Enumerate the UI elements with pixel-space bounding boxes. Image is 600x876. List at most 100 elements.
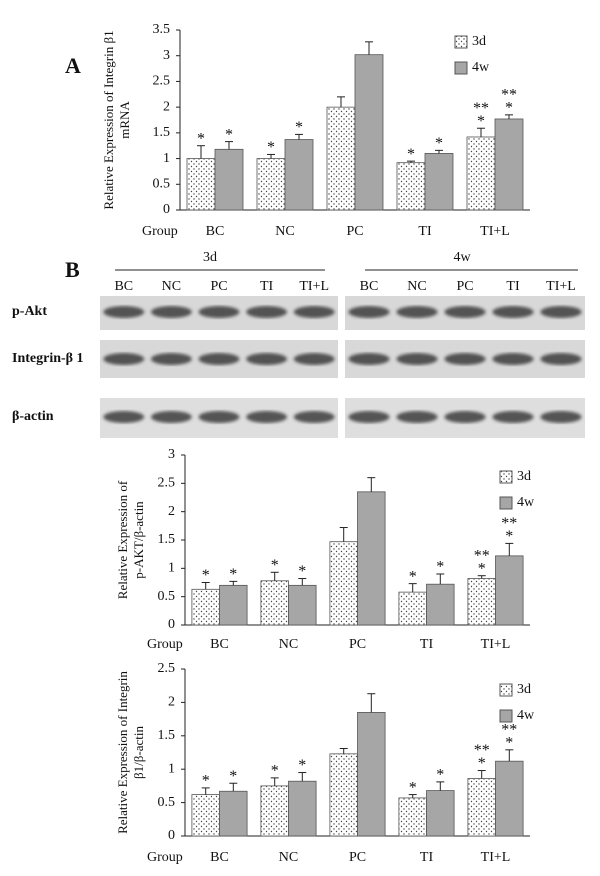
legend-swatch — [499, 709, 513, 723]
y-tick-label: 1 — [163, 151, 170, 166]
y-tick-label: 3.5 — [153, 22, 171, 37]
blot-band — [246, 353, 288, 365]
y-tick-label: 0.5 — [158, 795, 176, 810]
x-tick-label: TI — [420, 850, 434, 865]
blot-band — [150, 411, 192, 423]
bar — [357, 712, 386, 837]
y-tick-label: 0 — [163, 202, 170, 217]
blot-lane: BC — [114, 279, 133, 294]
x-tick-label: TI — [420, 637, 434, 652]
bar — [396, 162, 426, 211]
panel-label: A — [65, 53, 81, 78]
blot-lane: NC — [162, 279, 181, 294]
blot-band — [198, 411, 240, 423]
significance: * — [505, 100, 513, 117]
x-axis-label: Group — [147, 637, 183, 652]
y-tick-label: 0.5 — [158, 589, 176, 604]
bar — [329, 753, 358, 837]
legend-swatch — [499, 470, 513, 484]
blot-row-label: p-Akt — [12, 304, 47, 319]
significance: ** — [501, 515, 517, 532]
blot-band — [540, 306, 582, 318]
legend-swatch — [454, 35, 468, 49]
significance: * — [409, 568, 417, 585]
significance: ** — [474, 547, 490, 564]
blot-band — [293, 411, 335, 423]
blot-band — [540, 353, 582, 365]
bar — [329, 541, 358, 626]
bar — [466, 136, 496, 211]
y-tick-label: 2.5 — [153, 74, 171, 89]
x-tick-label: PC — [349, 850, 366, 865]
significance: * — [435, 135, 443, 152]
y-tick-label: 1.5 — [158, 532, 176, 547]
blot-lane: TI+L — [546, 279, 576, 294]
blot-lane: PC — [456, 279, 473, 294]
y-tick-label: 1.5 — [158, 728, 176, 743]
bar — [357, 491, 386, 626]
legend-label: 4w — [517, 708, 535, 723]
blot-band — [444, 411, 486, 423]
significance: * — [298, 563, 306, 580]
y-tick-label: 0.5 — [153, 177, 171, 192]
x-axis-label: Group — [147, 850, 183, 865]
panel-label: B — [65, 257, 80, 282]
bar — [214, 148, 244, 211]
blot-band — [492, 353, 534, 365]
legend-label: 3d — [517, 469, 531, 484]
significance: * — [295, 119, 303, 136]
blot-band — [150, 353, 192, 365]
x-tick-label: NC — [279, 850, 298, 865]
bar — [256, 158, 286, 211]
blot-lane: PC — [210, 279, 227, 294]
significance: ** — [474, 742, 490, 759]
bar — [191, 588, 220, 626]
bar — [260, 785, 289, 837]
legend-label: 3d — [472, 34, 486, 49]
bar — [186, 158, 216, 211]
significance: * — [202, 773, 210, 790]
blot-band — [103, 411, 145, 423]
y-axis-label: p-AKT/β-actin — [131, 501, 146, 579]
bar — [219, 790, 248, 837]
significance: * — [267, 139, 275, 156]
y-tick-label: 0 — [168, 617, 175, 632]
blot-band — [348, 353, 390, 365]
x-tick-label: TI+L — [480, 224, 510, 239]
significance: * — [225, 126, 233, 143]
blot-band — [198, 353, 240, 365]
bar — [467, 578, 496, 626]
legend-swatch — [499, 496, 513, 510]
y-axis-label: mRNA — [117, 101, 132, 139]
blot-band — [246, 306, 288, 318]
x-axis-label: Group — [142, 224, 178, 239]
blot-band — [246, 411, 288, 423]
x-tick-label: NC — [275, 224, 294, 239]
significance: * — [197, 130, 205, 147]
y-tick-label: 2.5 — [158, 476, 176, 491]
blot-lane: TI — [506, 279, 520, 294]
significance: ** — [501, 87, 517, 104]
blot-band — [103, 353, 145, 365]
blot-band — [198, 306, 240, 318]
legend-label: 4w — [472, 60, 490, 75]
y-tick-label: 2 — [168, 695, 175, 710]
bar — [495, 555, 524, 626]
x-tick-label: TI+L — [481, 637, 511, 652]
x-tick-label: BC — [210, 637, 229, 652]
blot-group: 3d — [203, 250, 217, 265]
significance: * — [407, 146, 415, 163]
blot-band — [492, 411, 534, 423]
legend-swatch — [499, 683, 513, 697]
bar — [288, 780, 317, 837]
blot-band — [540, 411, 582, 423]
significance: * — [436, 767, 444, 784]
significance: * — [436, 559, 444, 576]
x-tick-label: TI — [418, 224, 432, 239]
y-tick-label: 1 — [168, 561, 175, 576]
significance: * — [409, 779, 417, 796]
y-axis-label: Relative Expression of Integrin β1 — [101, 30, 116, 209]
y-tick-label: 1.5 — [153, 125, 171, 140]
bar — [260, 580, 289, 626]
bar — [288, 584, 317, 626]
